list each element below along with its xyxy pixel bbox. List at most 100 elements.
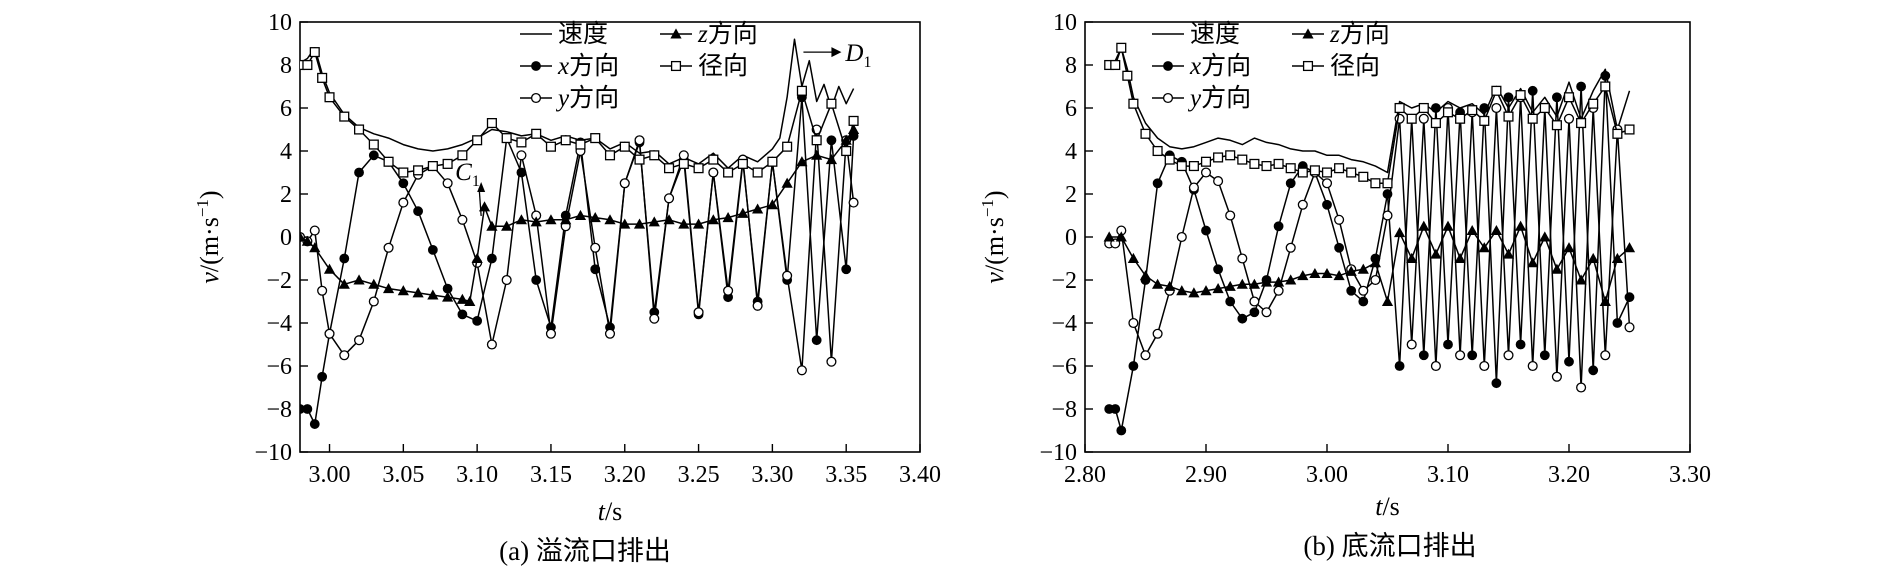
series-1-point — [472, 315, 483, 326]
series-1-point — [1322, 199, 1332, 210]
x-tick-label: 3.30 — [1669, 462, 1711, 488]
series-2-point — [1237, 253, 1248, 264]
legend-label: z方向 — [1329, 20, 1390, 48]
y-tick-label: −10 — [1039, 440, 1077, 466]
series-4-point — [486, 118, 497, 129]
chart-caption: (a) 溢流口排出 — [499, 536, 671, 566]
series-2-point — [590, 242, 601, 253]
series-4-point — [1116, 42, 1127, 53]
series-3-point — [560, 214, 572, 225]
series-4-point — [1539, 102, 1550, 114]
series-2-point — [368, 296, 379, 307]
chart-panel-b: 10 8 6 4 2 0 −2 −4 −6 −8 −102.80 2.90 3.00 3.10 3.20 3.… — [978, 10, 1711, 561]
series-2-point — [1358, 285, 1369, 296]
y-tick-label: 8 — [1065, 53, 1077, 79]
series-1-point — [1479, 103, 1490, 113]
series-4-point — [1600, 81, 1611, 92]
x-tick-label: 3.10 — [1427, 462, 1469, 488]
series-3-point — [515, 214, 528, 225]
series-3-point — [1357, 263, 1369, 274]
series-4-point — [782, 141, 793, 152]
series-1-point — [1128, 361, 1139, 371]
series-1-point — [1334, 242, 1344, 253]
series-2-point — [649, 313, 660, 324]
y-tick-label: −2 — [1051, 268, 1077, 294]
series-4-point — [848, 115, 859, 126]
series-2-point — [848, 197, 859, 208]
series-4-point — [1370, 178, 1381, 189]
series-1-point — [531, 275, 542, 285]
series-3-point — [1454, 252, 1466, 263]
series-2-point — [1430, 360, 1441, 372]
series-4-point — [575, 139, 586, 150]
series-3-point — [1381, 295, 1394, 306]
series-4-point — [1128, 98, 1139, 109]
series-4-point — [1406, 113, 1417, 124]
series-2-point — [708, 167, 719, 178]
series-3-point — [1176, 285, 1188, 296]
series-3-point — [1273, 276, 1285, 287]
y-tick-label: 10 — [268, 10, 292, 36]
series-4-point — [1588, 98, 1599, 109]
x-tick-label: 3.00 — [1306, 462, 1348, 488]
series-3-point — [1321, 267, 1333, 279]
legend-marker — [1302, 60, 1314, 72]
series-3-point — [678, 218, 690, 229]
legend-marker — [1302, 28, 1314, 39]
series-1-point — [309, 419, 320, 429]
series-3-point — [1406, 252, 1418, 263]
series-4-point — [708, 154, 719, 165]
series-2-point — [1624, 322, 1635, 333]
series-1-point — [1552, 92, 1562, 103]
series-3-point — [1212, 283, 1224, 294]
series-3-point — [1224, 280, 1236, 291]
series-1-point — [1467, 350, 1478, 361]
series-2-point — [619, 178, 630, 189]
series-2-point — [1225, 210, 1236, 221]
series-4-point — [560, 135, 571, 146]
series-4-point — [1382, 178, 1393, 189]
series-1-point — [1152, 178, 1163, 189]
chart-panel-a: 10 8 6 4 2 0 −2 −4 −6 −8 −10 3.00 3.05 3.10 3.15 3.20 3.… — [193, 10, 941, 566]
annotation-arrowhead — [831, 47, 842, 58]
series-3-point — [1115, 231, 1127, 242]
legend-label: 径向 — [698, 52, 748, 80]
series-4-point — [516, 137, 527, 148]
series-4-point — [317, 72, 328, 83]
series-1-point — [1273, 221, 1284, 232]
series-1-point — [1624, 292, 1635, 303]
series-2-point — [353, 335, 365, 346]
series-3-point — [1551, 263, 1563, 274]
y-tick-label: 4 — [280, 139, 292, 165]
series-2-point — [324, 328, 335, 339]
series-4-point — [545, 141, 557, 152]
series-1-point — [1564, 356, 1574, 367]
series-3-point — [1309, 267, 1321, 279]
series-4-point — [1225, 150, 1236, 161]
series-3-point — [1430, 248, 1442, 259]
series-3-point — [619, 218, 631, 229]
series-3-point — [1297, 270, 1309, 281]
series-2-point — [1273, 285, 1284, 296]
series-2-point — [1491, 102, 1502, 114]
annotation-arrowhead — [477, 182, 486, 192]
series-2-point — [1551, 371, 1562, 382]
series-4-point — [1527, 113, 1538, 124]
legend-marker — [670, 60, 682, 72]
series-4-point — [1515, 90, 1526, 101]
series-1-point — [1527, 85, 1538, 96]
x-axis-label: t/s — [1375, 492, 1400, 521]
series-4-point — [427, 160, 438, 172]
y-tick-label: 4 — [1065, 139, 1077, 165]
series-3-point — [825, 154, 838, 165]
series-4-point — [1273, 158, 1284, 169]
y-tick-label: −10 — [254, 440, 292, 466]
series-1-point — [1394, 361, 1405, 371]
series-2-point — [383, 242, 394, 253]
series-3-point — [1599, 295, 1611, 306]
series-2-point — [693, 307, 704, 318]
series-1-point — [1588, 365, 1599, 376]
series-2-point — [1455, 350, 1466, 361]
series-3-point — [766, 199, 778, 210]
